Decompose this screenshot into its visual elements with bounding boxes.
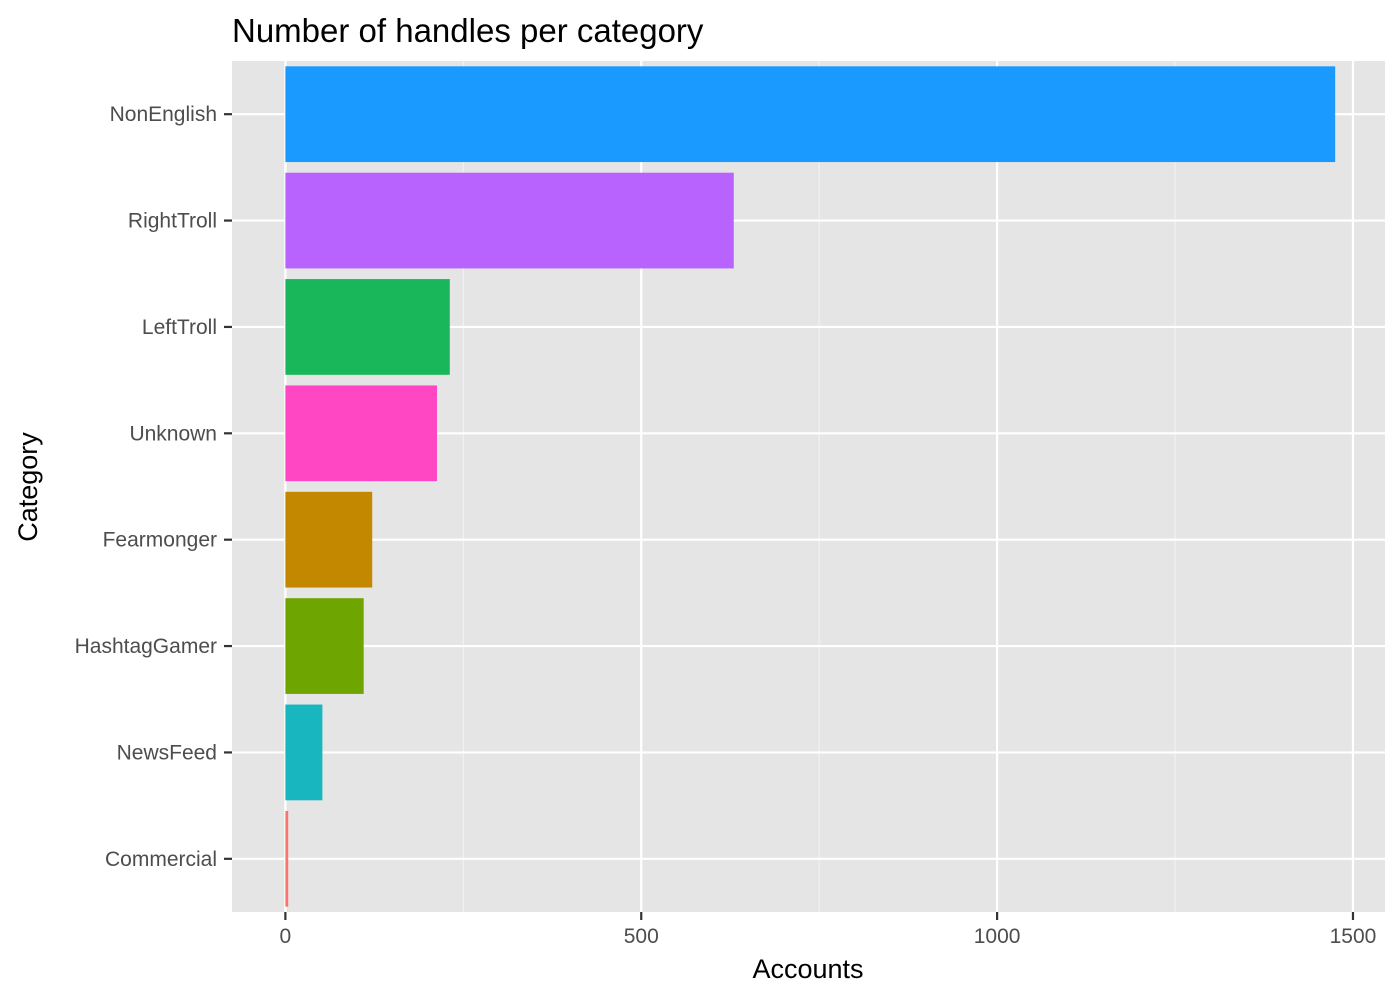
- x-tick-label: 0: [280, 925, 292, 948]
- x-tick-label: 1500: [1330, 925, 1377, 948]
- bar-righttroll: [285, 172, 734, 269]
- y-axis-title: Category: [13, 432, 43, 542]
- bar-hashtaggamer: [285, 598, 364, 694]
- y-tick-label: Fearmonger: [103, 529, 217, 552]
- y-axis: NonEnglish RightTroll LeftTroll Unknown Fear…: [75, 103, 232, 871]
- x-axis: 0 500 1000 1500: [280, 912, 1377, 948]
- y-tick-label: LeftTroll: [142, 316, 217, 339]
- plot-panel: [232, 61, 1385, 912]
- bar-lefttroll: [285, 279, 450, 375]
- chart-title: Number of handles per category: [232, 12, 704, 49]
- bar-newsfeed: [285, 704, 323, 801]
- bar-commercial: [285, 810, 289, 907]
- y-tick-label: NewsFeed: [117, 741, 217, 764]
- y-tick-label: NonEnglish: [110, 103, 217, 126]
- y-tick-label: Unknown: [129, 422, 217, 445]
- bar-fearmonger: [285, 491, 373, 588]
- x-tick-label: 1000: [974, 925, 1021, 948]
- y-tick-label: Commercial: [105, 848, 217, 871]
- y-tick-label: HashtagGamer: [75, 635, 217, 658]
- x-axis-title: Accounts: [752, 954, 863, 984]
- bar-unknown: [285, 385, 437, 482]
- x-tick-label: 500: [624, 925, 659, 948]
- bar-nonenglish: [285, 66, 1336, 163]
- y-tick-label: RightTroll: [128, 210, 217, 233]
